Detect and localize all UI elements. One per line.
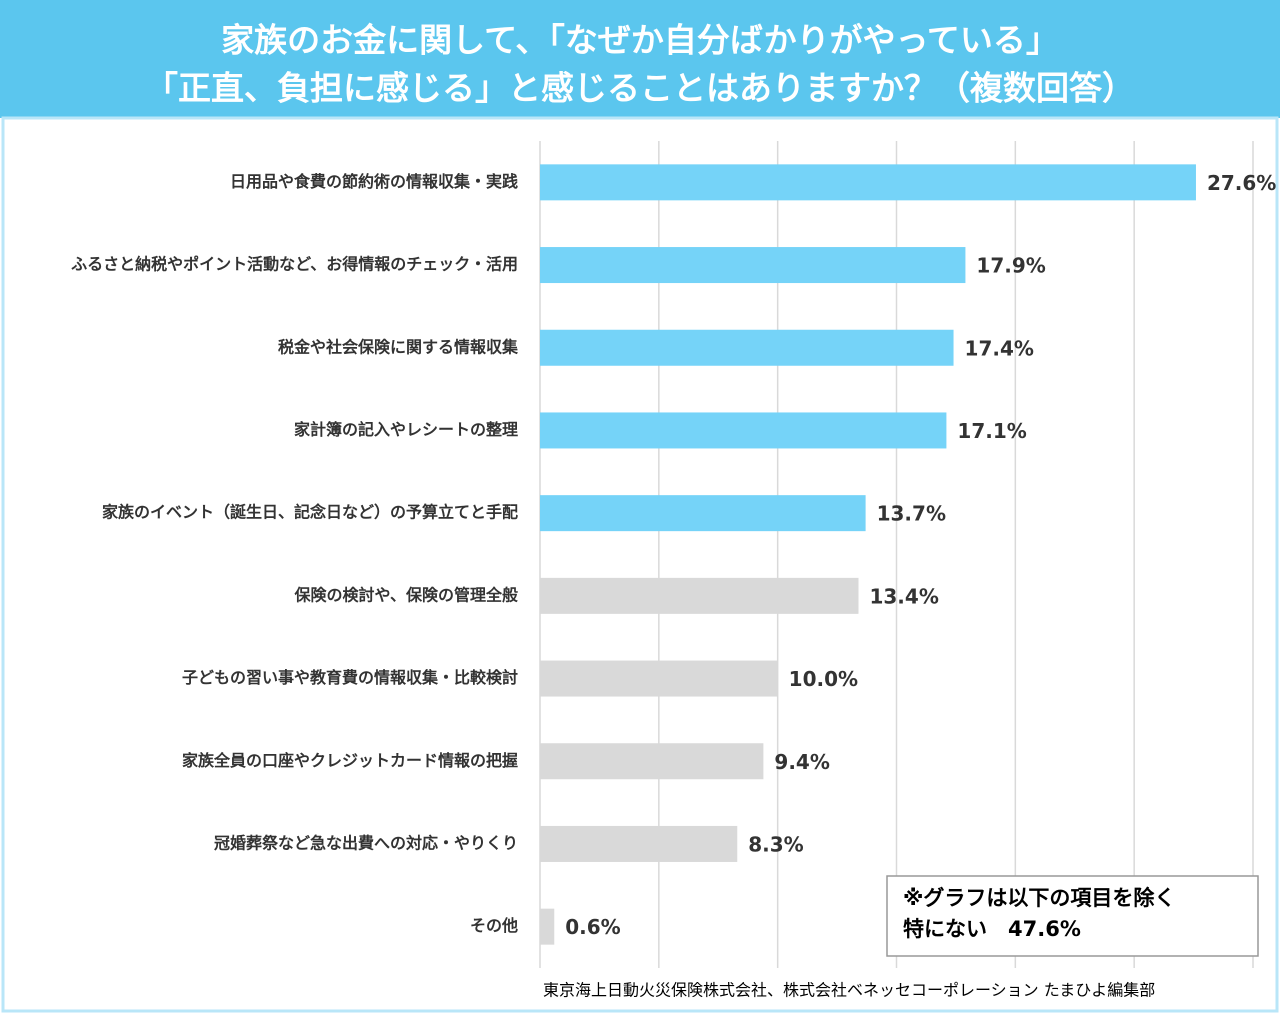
- value-label: 8.3%: [748, 832, 803, 856]
- note-box: [886, 875, 1259, 957]
- bar: [540, 743, 764, 780]
- chart-title: 「正直、負担に感じる」と感じることはありますか？（複数回答）: [145, 69, 1135, 108]
- category-label: 家族全員の口座やクレジットカード情報の把握: [182, 751, 518, 770]
- category-label: 子どもの習い事や教育費の情報収集・比較検討: [182, 668, 518, 687]
- frame: [1, 116, 1279, 1013]
- category-label: 税金や社会保険に関する情報収集: [278, 337, 519, 356]
- value-label: 10.0%: [789, 667, 858, 691]
- category-label: 保険の検討や、保険の管理全般: [293, 585, 518, 604]
- bar: [540, 495, 866, 532]
- chart-title: 家族のお金に関して、「なぜか自分ばかりがやっている」: [221, 21, 1059, 60]
- value-label: 17.9%: [976, 254, 1045, 278]
- note: 特にない 47.6%: [903, 917, 1081, 941]
- bar: [540, 825, 738, 862]
- value-label: 17.1%: [957, 419, 1026, 443]
- title-banner: [0, 0, 1280, 118]
- bar: [540, 412, 947, 449]
- category-label: 家計簿の記入やレシートの整理: [294, 420, 518, 439]
- category-label: 家族のイベント（誕生日、記念日など）の予算立てと手配: [102, 503, 518, 522]
- category-label: 日用品や食費の節約術の情報収集・実践: [230, 172, 518, 191]
- bar: [540, 164, 1196, 201]
- bar: [540, 247, 966, 284]
- value-label: 13.4%: [869, 584, 938, 608]
- bar: [540, 660, 778, 697]
- category-label: 冠婚葬祭など急な出費への対応・やりくり: [214, 833, 518, 852]
- value-label: 13.7%: [877, 502, 946, 526]
- value-label: 0.6%: [565, 915, 620, 939]
- bar: [540, 329, 954, 366]
- value-label: 27.6%: [1207, 171, 1276, 195]
- category-label: その他: [470, 916, 518, 935]
- source: 東京海上日動火災保険株式会社、株式会社ベネッセコーポレーション たまひよ編集部: [543, 981, 1155, 1000]
- category-label: ふるさと納税やポイント活動など、お得情報のチェック・活用: [71, 255, 518, 274]
- bar: [540, 577, 859, 614]
- value-label: 9.4%: [774, 750, 829, 774]
- note: ※グラフは以下の項目を除く: [903, 886, 1175, 910]
- value-label: 17.4%: [965, 336, 1034, 360]
- bar: [540, 908, 555, 945]
